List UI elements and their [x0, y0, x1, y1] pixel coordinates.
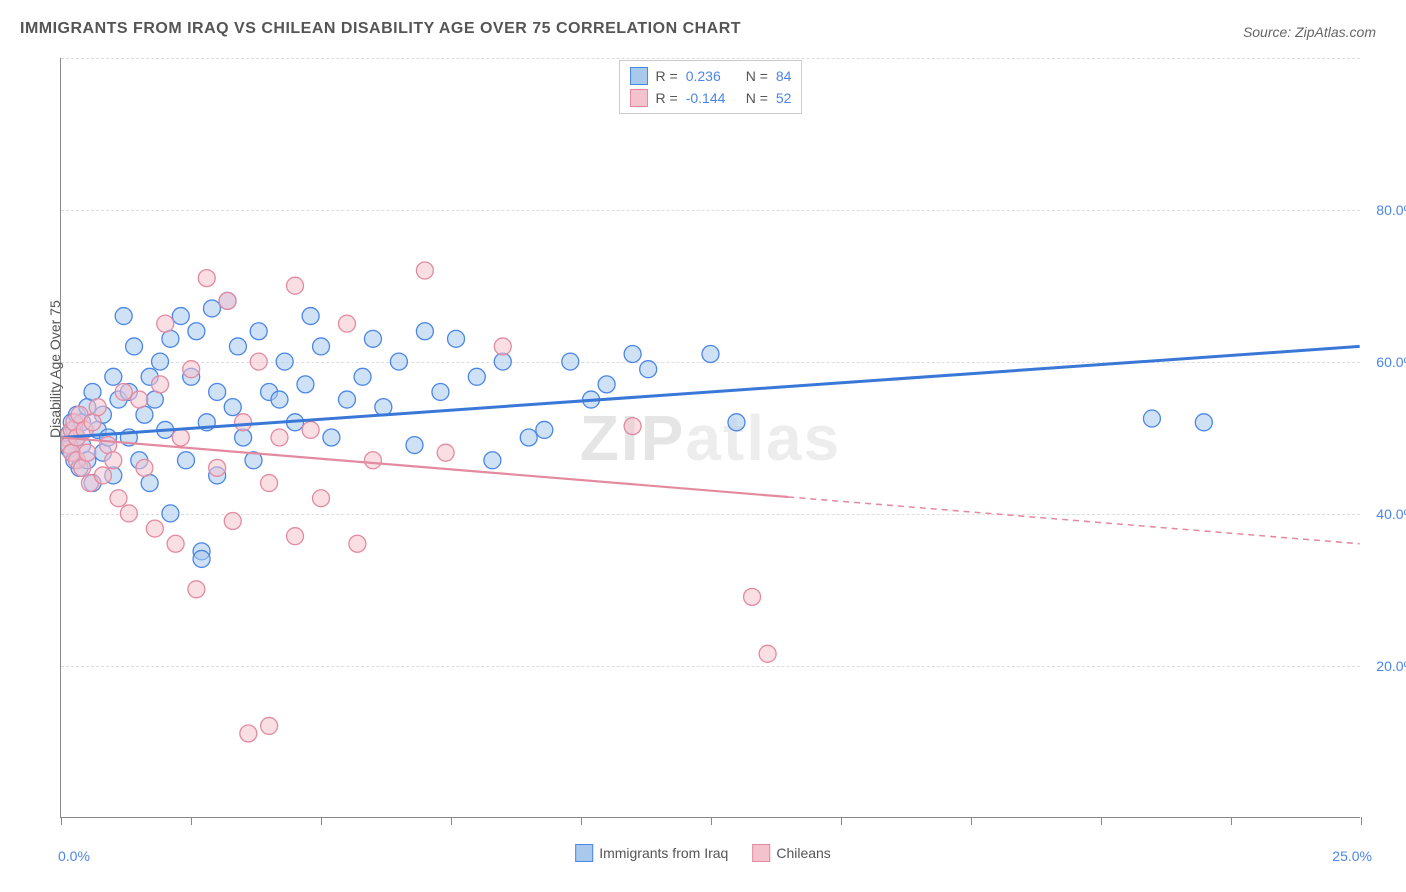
correlation-legend: R = 0.236 N = 84 R = -0.144 N = 52 — [619, 60, 803, 114]
n-label: N = — [746, 87, 768, 109]
y-tick-label: 60.0% — [1376, 354, 1406, 370]
legend-item-iraq: Immigrants from Iraq — [575, 844, 728, 862]
chart-container: IMMIGRANTS FROM IRAQ VS CHILEAN DISABILI… — [20, 20, 1386, 872]
n-value-chilean: 52 — [776, 87, 792, 109]
legend-row-chilean: R = -0.144 N = 52 — [630, 87, 792, 109]
y-tick-label: 20.0% — [1376, 658, 1406, 674]
swatch-iraq — [630, 67, 648, 85]
r-label: R = — [656, 65, 678, 87]
legend-item-chilean: Chileans — [752, 844, 830, 862]
n-label: N = — [746, 65, 768, 87]
plot-area: Disability Age Over 75 ZIPatlas R = 0.23… — [60, 58, 1360, 818]
scatter-plot — [61, 58, 1360, 817]
r-value-iraq: 0.236 — [686, 65, 738, 87]
swatch-chilean — [752, 844, 770, 862]
n-value-iraq: 84 — [776, 65, 792, 87]
swatch-iraq — [575, 844, 593, 862]
y-tick-label: 40.0% — [1376, 506, 1406, 522]
y-tick-label: 80.0% — [1376, 202, 1406, 218]
chart-title: IMMIGRANTS FROM IRAQ VS CHILEAN DISABILI… — [20, 20, 1386, 38]
r-value-chilean: -0.144 — [686, 87, 738, 109]
swatch-chilean — [630, 89, 648, 107]
r-label: R = — [656, 87, 678, 109]
x-axis-max-label: 25.0% — [1332, 848, 1372, 864]
chart-source: Source: ZipAtlas.com — [1243, 24, 1376, 40]
series-legend: Immigrants from Iraq Chileans — [575, 844, 831, 862]
x-axis-min-label: 0.0% — [58, 848, 90, 864]
legend-label-iraq: Immigrants from Iraq — [599, 845, 728, 861]
legend-row-iraq: R = 0.236 N = 84 — [630, 65, 792, 87]
legend-label-chilean: Chileans — [776, 845, 830, 861]
